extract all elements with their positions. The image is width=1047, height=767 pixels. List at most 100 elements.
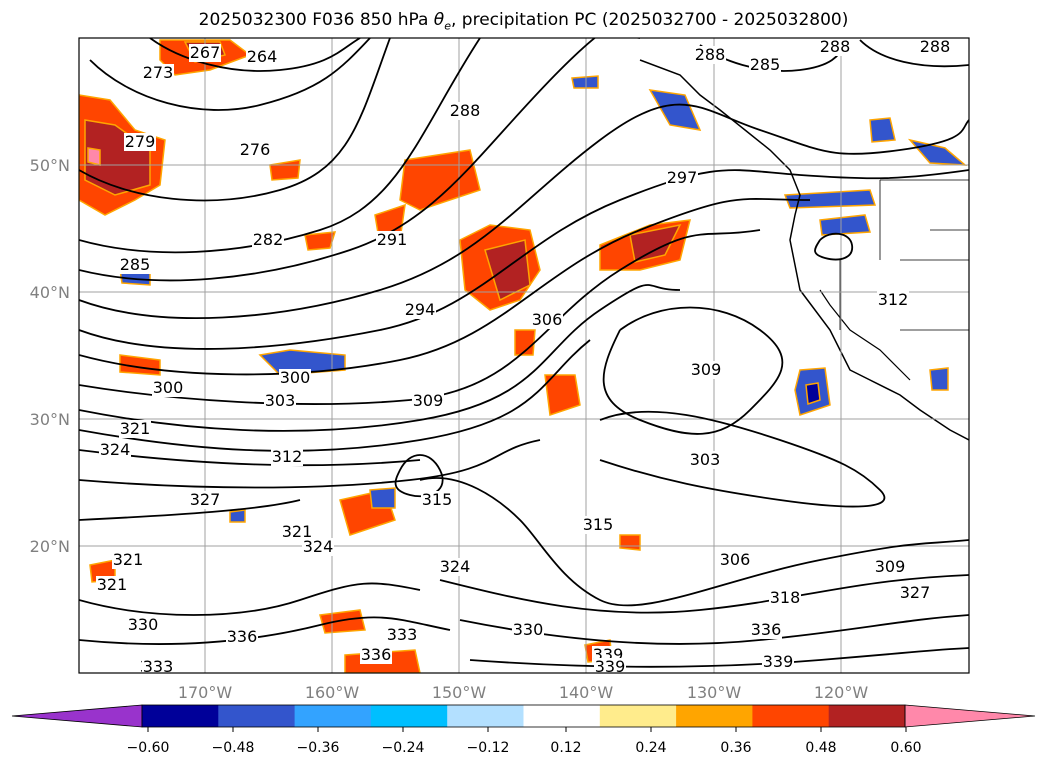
contour-label-bg: [449, 102, 481, 120]
colorbar-segment: [828, 705, 906, 727]
map-frame: [78, 37, 970, 674]
contour-label: 300: [280, 368, 311, 387]
theta-e-contour: [814, 232, 853, 261]
contour-label-bg: [690, 361, 722, 379]
contour-label-bg: [769, 589, 801, 607]
theta-e-contour: [602, 306, 784, 435]
contour-label-bg: [404, 301, 436, 319]
contour-label-bg: [252, 231, 284, 249]
title-field: , precipitation PC: [450, 10, 597, 30]
theta-e-contour: [79, 38, 481, 254]
lat-tick-label: 50°N: [30, 156, 70, 175]
contour-label-bg: [421, 491, 453, 509]
title-level: 850 hPa: [359, 10, 429, 30]
contour-label-bg: [302, 538, 334, 556]
precip-area: [869, 117, 896, 143]
contour-label: 273: [143, 63, 174, 82]
contour-label: 282: [253, 230, 284, 249]
contour-label-bg: [112, 551, 144, 569]
precip-area: [629, 223, 682, 263]
colorbar-frame: [141, 704, 906, 728]
colorbar-tick-label: −0.12: [467, 740, 510, 756]
contour-label-bg: [152, 379, 184, 397]
precip-area: [119, 354, 161, 376]
precip-area: [319, 609, 366, 634]
theta-e-contour: [79, 169, 969, 350]
contour-label-bg: [226, 628, 258, 646]
lon-tick-label: 170°W: [178, 683, 233, 702]
title-date-code: 2025032300: [198, 10, 307, 30]
contour-label-bg: [127, 616, 159, 634]
contour-label: 309: [413, 391, 444, 410]
theta-e-contour: [79, 38, 640, 282]
contour-label: 297: [667, 168, 698, 187]
contour-label: 333: [143, 657, 174, 676]
contour-label-bg: [749, 56, 781, 74]
contour-label-bg: [412, 392, 444, 410]
contour-label-bg: [694, 46, 726, 64]
colorbar-segment: [676, 705, 753, 727]
contour-label-bg: [582, 516, 614, 534]
contour-label: 318: [770, 588, 801, 607]
contour-label: 321: [120, 419, 151, 438]
precip-area: [819, 214, 871, 236]
contour-label: 288: [450, 101, 481, 120]
contour-label-bg: [189, 491, 221, 509]
contour-label: 333: [387, 625, 418, 644]
contour-label: 312: [272, 447, 303, 466]
contour-label-bg: [919, 38, 951, 56]
precip-area: [619, 534, 641, 551]
precip-area: [514, 329, 536, 356]
theta-e-contour: [599, 410, 886, 508]
colorbar-segment: [218, 705, 296, 727]
contour-label-bg: [279, 369, 311, 387]
lat-tick-label: 40°N: [30, 283, 70, 302]
contour-label: 330: [513, 620, 544, 639]
contour-label-bg: [271, 448, 303, 466]
contour-label-bg: [719, 551, 751, 569]
contour-label: 336: [751, 620, 782, 639]
contour-label-bg: [239, 141, 271, 159]
contour-label: 288: [820, 37, 851, 56]
precip-area: [648, 89, 702, 131]
colorbar-tick-label: 0.60: [890, 740, 921, 756]
theta-e-contour: [859, 39, 969, 68]
colorbar-tick-label: 0.36: [720, 740, 751, 756]
title-forecast-hour: F036: [312, 10, 355, 30]
contour-label: 321: [97, 575, 128, 594]
lon-tick-label: 150°W: [432, 683, 487, 702]
coastline: [639, 59, 969, 441]
contour-label-bg: [99, 441, 131, 459]
colorbar-segment: [523, 705, 601, 727]
theta-e-contour: [419, 477, 969, 607]
theta-e-contour: [89, 38, 371, 111]
colorbar: −0.60 −0.48 −0.36 −0.24 −0.12 0.12 0.24 0.36 0.4…: [11, 704, 1036, 756]
colorbar-segment: [752, 705, 830, 727]
theta-e-contour: [79, 38, 391, 202]
contour-label: 294: [405, 300, 436, 319]
contour-label-bg: [386, 626, 418, 644]
contour-label: 327: [190, 490, 221, 509]
contour-label-bg: [281, 523, 313, 541]
theta-e-contour: [79, 616, 451, 645]
theta-e-contours: [79, 38, 969, 668]
theta-e-contour: [149, 38, 361, 72]
precip-area: [571, 75, 599, 89]
latitude-tick-labels: 50°N 40°N 30°N 20°N: [30, 156, 70, 556]
contour-label-bg: [531, 311, 563, 329]
contour-label: 285: [750, 55, 781, 74]
colorbar-tick-label: 0.12: [550, 740, 581, 756]
title-subscript: e: [444, 19, 451, 33]
lat-tick-label: 30°N: [30, 410, 70, 429]
contour-label-bg: [762, 653, 794, 671]
colorbar-tick-label: −0.60: [127, 740, 170, 756]
contour-label: 264: [247, 47, 278, 66]
theta-e-contour: [439, 574, 969, 614]
colorbar-tick-label: 0.24: [635, 740, 666, 756]
contour-label-bg: [142, 658, 174, 673]
contour-label-bg: [246, 48, 278, 66]
gridlines: [79, 38, 969, 673]
theta-e-contour: [79, 582, 421, 616]
theta-e-contour: [79, 103, 969, 319]
contour-label-bg: [877, 291, 909, 309]
